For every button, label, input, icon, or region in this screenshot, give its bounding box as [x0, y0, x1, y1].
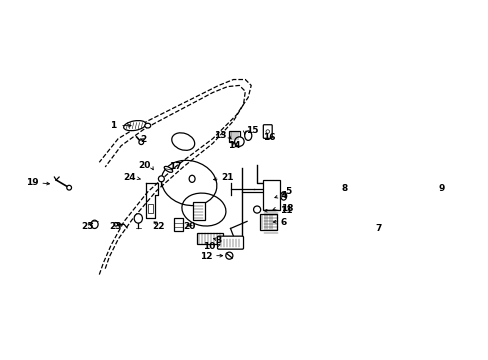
- Text: 2: 2: [141, 135, 146, 144]
- Text: 24: 24: [123, 173, 136, 182]
- Text: 5: 5: [285, 187, 291, 196]
- Text: 15: 15: [245, 126, 258, 135]
- Circle shape: [253, 206, 260, 213]
- Text: 4: 4: [280, 192, 286, 201]
- FancyBboxPatch shape: [197, 233, 223, 244]
- Text: 20: 20: [138, 161, 150, 170]
- Text: 19: 19: [26, 179, 39, 188]
- Circle shape: [158, 176, 164, 182]
- FancyBboxPatch shape: [173, 219, 183, 231]
- Ellipse shape: [144, 123, 150, 128]
- Circle shape: [265, 130, 269, 133]
- FancyBboxPatch shape: [263, 180, 279, 210]
- Text: 8: 8: [341, 184, 347, 193]
- Text: 18: 18: [281, 204, 293, 213]
- Text: 1: 1: [109, 121, 116, 130]
- FancyBboxPatch shape: [148, 204, 153, 212]
- Circle shape: [234, 137, 244, 146]
- Text: 16: 16: [263, 133, 275, 142]
- Circle shape: [67, 185, 71, 190]
- FancyBboxPatch shape: [263, 125, 272, 138]
- FancyBboxPatch shape: [260, 214, 276, 230]
- Text: 25: 25: [81, 222, 94, 231]
- Circle shape: [114, 222, 118, 226]
- Text: 10: 10: [203, 242, 215, 251]
- FancyBboxPatch shape: [217, 236, 243, 249]
- Text: 14: 14: [227, 141, 240, 150]
- Text: 22: 22: [152, 222, 164, 231]
- Text: 21: 21: [221, 173, 233, 182]
- Ellipse shape: [189, 175, 195, 183]
- Text: 23: 23: [109, 222, 122, 231]
- Ellipse shape: [91, 220, 98, 229]
- Ellipse shape: [244, 131, 251, 140]
- Text: 3: 3: [215, 237, 222, 246]
- Text: 17: 17: [169, 162, 182, 171]
- Text: 13: 13: [213, 131, 226, 140]
- Ellipse shape: [134, 214, 142, 223]
- Circle shape: [225, 252, 232, 259]
- Ellipse shape: [164, 166, 172, 172]
- FancyBboxPatch shape: [229, 131, 240, 141]
- FancyBboxPatch shape: [192, 202, 204, 220]
- Ellipse shape: [123, 121, 145, 131]
- Text: 7: 7: [375, 224, 381, 233]
- Text: 12: 12: [200, 252, 212, 261]
- Text: 6: 6: [280, 218, 286, 227]
- Text: 20: 20: [183, 222, 195, 231]
- Text: 11: 11: [280, 206, 292, 215]
- Circle shape: [139, 140, 143, 144]
- Ellipse shape: [280, 192, 286, 200]
- Text: 9: 9: [438, 184, 444, 193]
